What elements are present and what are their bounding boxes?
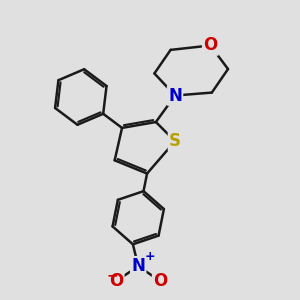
Text: O: O — [203, 37, 218, 55]
Text: N: N — [168, 86, 182, 104]
Text: −: − — [107, 268, 118, 283]
Text: S: S — [169, 132, 181, 150]
Text: O: O — [153, 272, 167, 290]
Text: +: + — [145, 250, 155, 263]
Text: O: O — [109, 272, 123, 290]
Text: N: N — [131, 257, 145, 275]
